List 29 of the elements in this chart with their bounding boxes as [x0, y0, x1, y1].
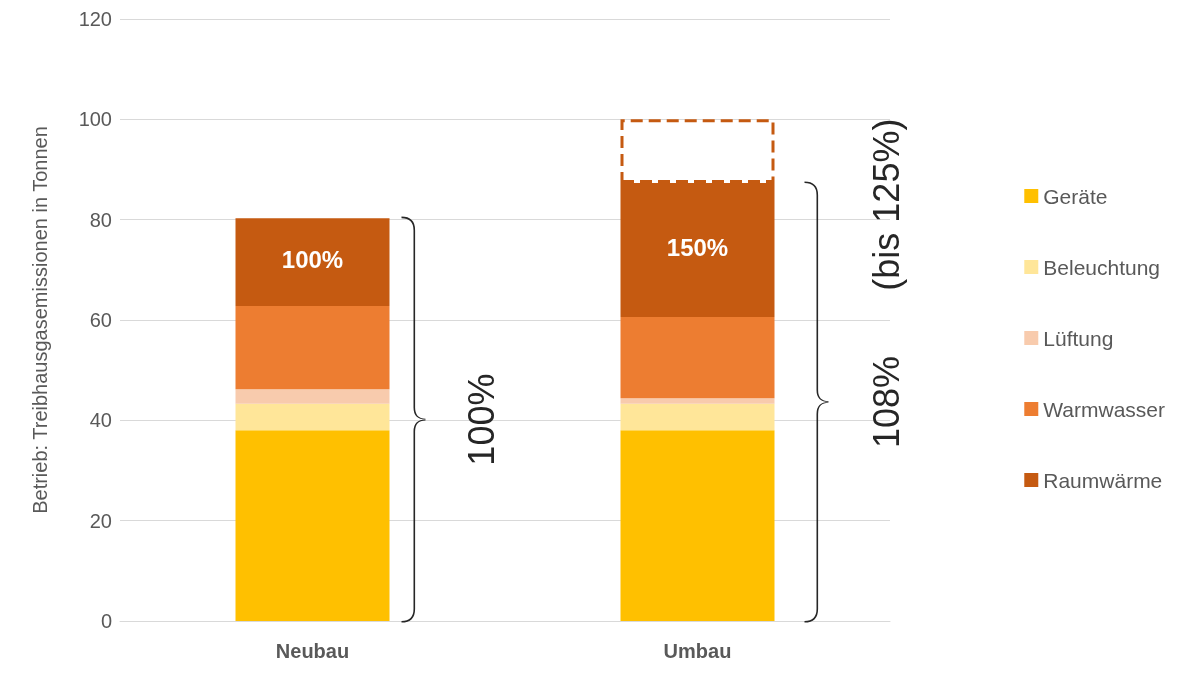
bar	[620, 398, 775, 404]
y-tick-label: 120	[78, 8, 112, 30]
y-tick-label: 20	[89, 509, 112, 532]
y-tick-label: 40	[89, 409, 112, 432]
bar	[235, 430, 390, 621]
legend-label: Lüftung	[1043, 326, 1114, 350]
annotation: 100%	[461, 373, 503, 466]
annotation: 150%	[666, 234, 729, 262]
bar	[620, 316, 775, 399]
bar	[620, 430, 775, 621]
y-tick-label: 60	[89, 309, 112, 331]
bar	[235, 389, 390, 404]
bar	[620, 403, 775, 431]
y-tick-label: 0	[100, 610, 112, 632]
y-tick-label: 100	[78, 108, 112, 131]
legend-label: Raumwärme	[1043, 468, 1163, 492]
legend-label: Warmwasser	[1043, 397, 1166, 421]
bar	[235, 218, 390, 306]
legend-label: Geräte	[1043, 184, 1108, 208]
y-axis-title: Betrieb: Treibhausgasemissionen in Tonnen	[29, 126, 51, 514]
bar	[235, 305, 390, 390]
y-tick-label: 80	[89, 208, 112, 231]
annotation: (bis 125%)	[866, 118, 908, 291]
annotation: 108%	[866, 355, 908, 449]
bar	[235, 403, 390, 431]
annotation: 100%	[281, 246, 344, 274]
legend-label: Beleuchtung	[1043, 255, 1161, 279]
x-tick-label: Neubau	[275, 640, 350, 662]
x-tick-label: Umbau	[663, 640, 732, 662]
